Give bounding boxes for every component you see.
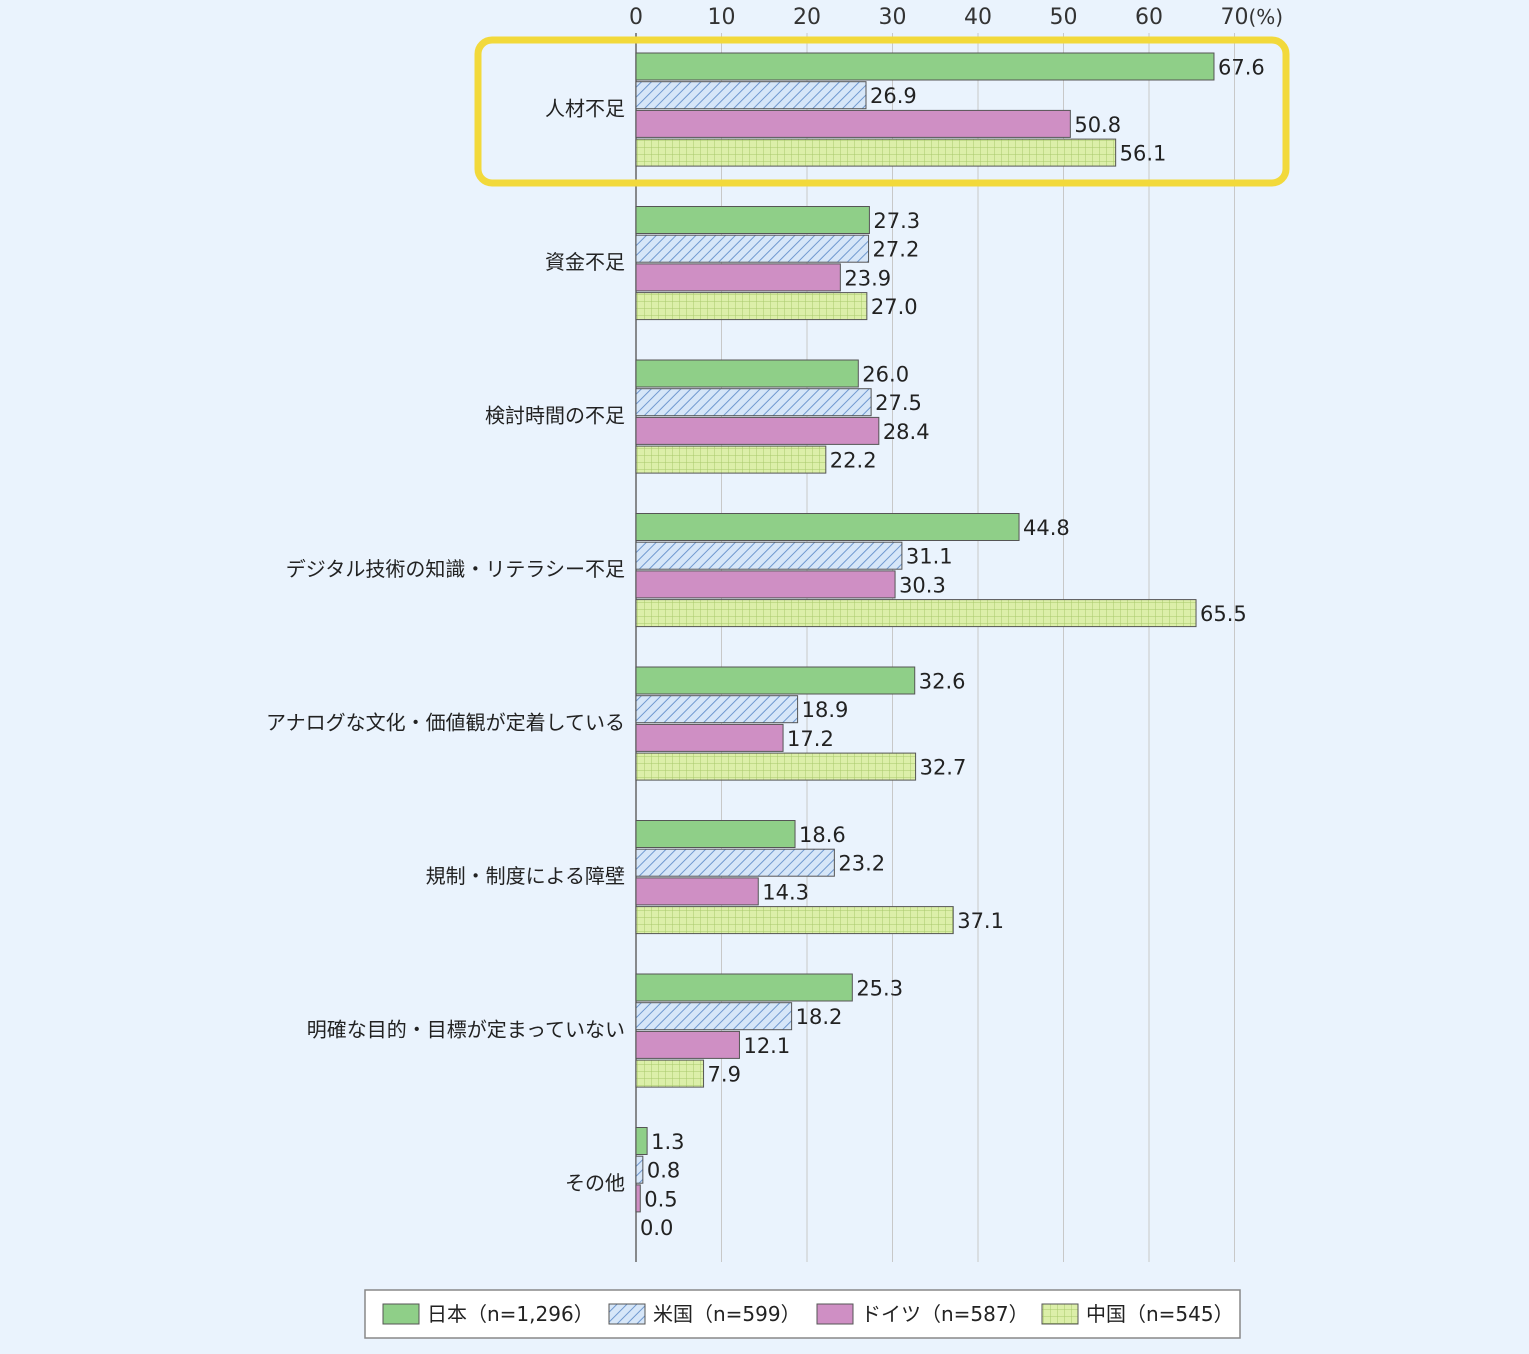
legend-swatch — [608, 1303, 646, 1325]
legend-label: 米国（n=599） — [653, 1302, 801, 1326]
category-label: 明確な目的・目標が定まっていない — [307, 1017, 625, 1041]
data-label: 23.2 — [838, 852, 885, 876]
bar — [635, 752, 917, 781]
data-label: 0.8 — [647, 1159, 680, 1183]
x-unit-label: (%) — [1249, 5, 1284, 29]
data-label: 27.3 — [873, 209, 920, 233]
data-label: 18.9 — [802, 698, 849, 722]
bar — [635, 820, 796, 848]
legend-box — [364, 1289, 1241, 1339]
data-label: 1.3 — [651, 1130, 684, 1154]
data-label: 18.6 — [799, 823, 846, 847]
data-label: 27.5 — [875, 391, 922, 415]
legend-swatch — [382, 1303, 420, 1325]
bar — [635, 723, 784, 752]
bar — [635, 234, 870, 263]
bar — [635, 1127, 648, 1155]
data-label: 22.2 — [830, 449, 877, 473]
legend-label: 日本（n=1,296） — [427, 1302, 594, 1326]
bar — [635, 513, 1020, 541]
data-label: 65.5 — [1200, 602, 1247, 626]
bar — [635, 81, 867, 110]
data-label: 31.1 — [906, 545, 953, 569]
x-tick-label: 20 — [793, 5, 821, 30]
legend-swatch — [1041, 1303, 1079, 1325]
bar — [635, 388, 872, 417]
bar — [635, 1030, 740, 1059]
bar — [635, 1155, 644, 1184]
bar — [635, 109, 1071, 138]
legend-swatch — [816, 1303, 854, 1325]
bar — [635, 1184, 641, 1213]
bar — [635, 906, 954, 935]
data-label: 37.1 — [957, 909, 1004, 933]
data-label: 18.2 — [796, 1005, 843, 1029]
data-label: 27.0 — [871, 295, 918, 319]
bar — [635, 416, 880, 445]
bar — [635, 877, 759, 906]
bar — [635, 973, 853, 1002]
data-label: 17.2 — [787, 727, 834, 751]
category-label: 検討時間の不足 — [485, 403, 625, 427]
data-label: 67.6 — [1218, 56, 1265, 80]
legend-label: ドイツ（n=587） — [861, 1302, 1029, 1326]
bar — [635, 695, 799, 724]
data-label: 32.6 — [919, 670, 966, 694]
bar — [635, 599, 1197, 628]
data-label: 26.9 — [870, 84, 917, 108]
highlight-box — [474, 36, 1290, 187]
legend-label: 中国（n=545） — [1086, 1302, 1234, 1326]
data-label: 44.8 — [1023, 516, 1070, 540]
bar — [635, 1002, 793, 1031]
data-label: 56.1 — [1120, 142, 1167, 166]
data-label: 0.0 — [640, 1216, 673, 1240]
bar — [635, 263, 841, 292]
x-tick-label: 50 — [1050, 5, 1078, 30]
category-label: 人材不足 — [545, 96, 625, 120]
data-label: 50.8 — [1074, 113, 1121, 137]
bar — [635, 541, 903, 570]
category-label: 規制・制度による障壁 — [426, 864, 625, 888]
data-label: 26.0 — [862, 363, 909, 387]
bar — [635, 138, 1117, 167]
x-tick-label: 70 — [1221, 5, 1249, 30]
bar — [635, 848, 835, 877]
bar — [635, 359, 859, 388]
category-label: デジタル技術の知識・リテラシー不足 — [286, 557, 625, 581]
x-tick-label: 30 — [879, 5, 907, 30]
data-label: 14.3 — [762, 880, 809, 904]
data-label: 23.9 — [844, 266, 891, 290]
data-label: 7.9 — [708, 1063, 741, 1087]
data-label: 28.4 — [883, 420, 930, 444]
x-tick-label: 0 — [629, 5, 643, 30]
bar — [635, 445, 827, 474]
bar — [635, 1059, 705, 1088]
category-label: その他 — [565, 1171, 625, 1195]
category-label: 資金不足 — [545, 250, 625, 274]
bar — [635, 666, 916, 695]
data-label: 0.5 — [644, 1187, 677, 1211]
data-label: 12.1 — [743, 1034, 790, 1058]
x-tick-label: 60 — [1135, 5, 1163, 30]
data-label: 25.3 — [856, 977, 903, 1001]
x-tick-label: 40 — [964, 5, 992, 30]
category-label: アナログな文化・価値観が定着している — [266, 710, 625, 734]
bar — [635, 206, 870, 234]
data-label: 27.2 — [873, 238, 920, 262]
bar — [635, 570, 896, 599]
data-label: 30.3 — [899, 573, 946, 597]
bar — [635, 52, 1215, 81]
bar — [635, 292, 868, 321]
x-tick-label: 10 — [708, 5, 736, 30]
data-label: 32.7 — [920, 756, 967, 780]
